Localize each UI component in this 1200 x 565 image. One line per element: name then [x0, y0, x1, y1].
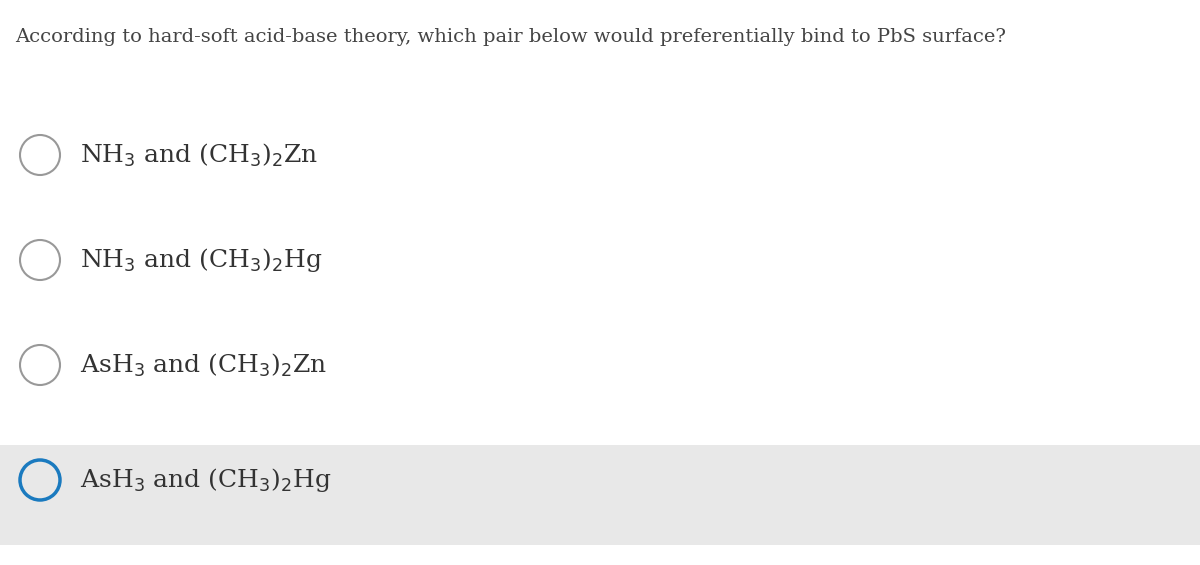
Text: AsH$_3$ and (CH$_3$)$_2$Hg: AsH$_3$ and (CH$_3$)$_2$Hg [80, 466, 331, 494]
Text: AsH$_3$ and (CH$_3$)$_2$Zn: AsH$_3$ and (CH$_3$)$_2$Zn [80, 351, 328, 379]
Text: NH$_3$ and (CH$_3$)$_2$Hg: NH$_3$ and (CH$_3$)$_2$Hg [80, 246, 323, 274]
Text: According to hard-soft acid-base theory, which pair below would preferentially b: According to hard-soft acid-base theory,… [14, 28, 1006, 46]
Text: NH$_3$ and (CH$_3$)$_2$Zn: NH$_3$ and (CH$_3$)$_2$Zn [80, 141, 318, 168]
Bar [0, 445, 1200, 545]
